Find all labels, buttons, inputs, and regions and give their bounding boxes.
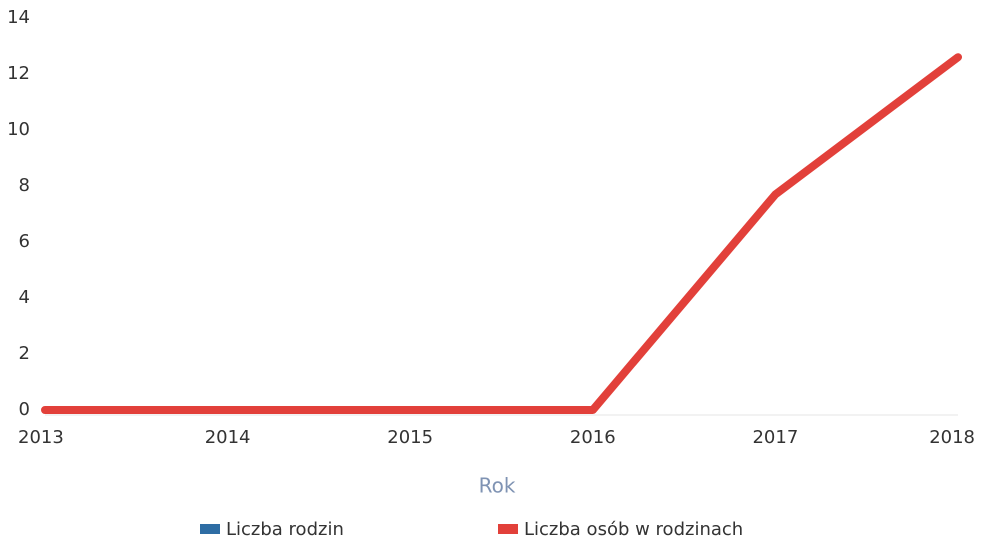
x-tick-label: 2015	[387, 427, 433, 448]
legend-label: Liczba osób w rodzinach	[524, 519, 743, 540]
x-tick-label: 2013	[18, 427, 64, 448]
x-tick-label: 2014	[205, 427, 251, 448]
x-axis-title: Rok	[479, 474, 516, 498]
y-tick-label: 14	[7, 7, 30, 28]
series-line	[41, 53, 962, 414]
legend-label: Liczba rodzin	[226, 519, 344, 540]
y-tick-label: 0	[19, 399, 30, 420]
legend-swatch	[200, 524, 220, 534]
y-tick-label: 6	[19, 231, 30, 252]
y-tick-label: 4	[19, 287, 30, 308]
y-tick-label: 10	[7, 119, 30, 140]
legend-swatch	[498, 524, 518, 534]
x-tick-label: 2018	[929, 427, 975, 448]
x-tick-label: 2016	[570, 427, 616, 448]
y-tick-label: 8	[19, 175, 30, 196]
y-tick-label: 12	[7, 63, 30, 84]
y-tick-label: 2	[19, 343, 30, 364]
x-tick-label: 2017	[752, 427, 798, 448]
